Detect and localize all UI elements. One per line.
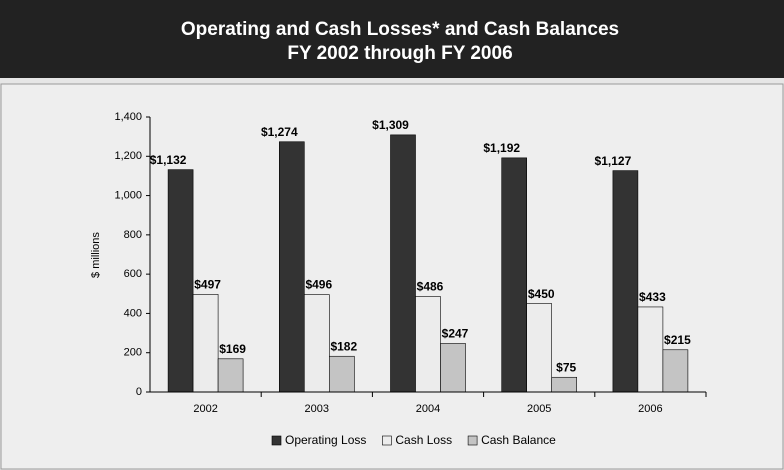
data-label: $486 (417, 280, 444, 294)
bar (390, 134, 416, 393)
data-label: $496 (305, 278, 332, 292)
bar (303, 294, 330, 393)
title-banner (0, 0, 784, 78)
data-label: $169 (219, 342, 246, 356)
data-label: $247 (442, 327, 469, 341)
chart-title: Operating and Cash Losses* and Cash Bala… (181, 19, 619, 40)
x-tick-label: 2002 (193, 403, 217, 415)
y-tick-label: 400 (124, 307, 142, 319)
data-label: $1,132 (150, 153, 187, 167)
x-tick-label: 2004 (416, 403, 440, 415)
bar (526, 303, 553, 393)
data-label: $497 (194, 278, 221, 292)
data-label: $215 (664, 333, 691, 347)
data-label: $450 (528, 287, 555, 301)
bar (415, 296, 441, 393)
bar (192, 294, 219, 393)
data-label: $1,274 (261, 125, 298, 139)
bar (217, 358, 244, 393)
bar (637, 306, 664, 393)
bar (440, 343, 466, 393)
bar (501, 157, 528, 393)
legend-swatch (467, 435, 478, 446)
y-tick-label: 0 (136, 386, 142, 398)
data-label: $1,192 (483, 141, 520, 155)
data-label: $1,309 (372, 118, 409, 132)
y-tick-label: 800 (124, 229, 142, 241)
x-tick-label: 2006 (638, 403, 662, 415)
y-tick-label: 1,200 (114, 150, 142, 162)
y-tick-label: 1,400 (114, 111, 142, 123)
legend-swatch (382, 435, 392, 446)
bar (551, 376, 578, 393)
x-tick-label: 2003 (305, 403, 329, 415)
legend-label: Cash Balance (481, 433, 556, 447)
x-tick-label: 2005 (527, 403, 551, 415)
chart-subtitle: FY 2002 through FY 2006 (287, 43, 512, 64)
legend-swatch (271, 435, 282, 446)
data-label: $1,127 (595, 154, 632, 168)
bar (328, 355, 355, 393)
data-label: $433 (639, 290, 666, 304)
bar (612, 170, 639, 393)
y-tick-label: 1,000 (114, 189, 142, 201)
y-tick-label: 200 (124, 347, 142, 359)
y-tick-label: 600 (124, 268, 142, 280)
data-label: $75 (556, 360, 576, 374)
bar (167, 169, 194, 393)
bar (662, 349, 689, 393)
legend-label: Operating Loss (285, 433, 366, 447)
legend-label: Cash Loss (395, 433, 452, 447)
data-label: $182 (330, 339, 357, 353)
bar (278, 141, 305, 393)
y-axis-label: $ millions (90, 232, 102, 278)
